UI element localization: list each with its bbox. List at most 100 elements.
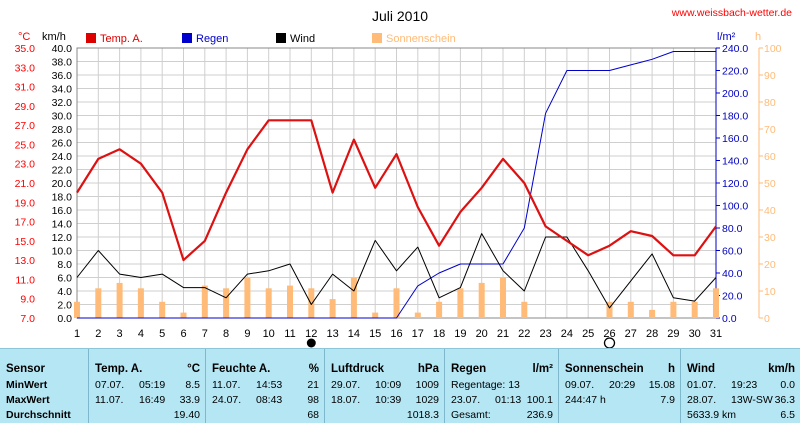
- sunshine-bar: [74, 301, 80, 318]
- stats-time: 13W-SW: [731, 394, 773, 406]
- rain-axis: 0.0 20.0 40.0 60.0 80.0 100.0 120.0 140.0 160.0 1…: [715, 43, 748, 325]
- stats-value: 0.0: [780, 379, 795, 391]
- wind-tick-label: 34.0: [52, 84, 73, 96]
- stats-value: 19.40: [173, 409, 200, 421]
- sunshine-bar: [116, 282, 123, 318]
- temp-tick-label: 21.0: [15, 178, 36, 190]
- sunshine-bar: [372, 312, 379, 318]
- sunshine-bar: [201, 285, 208, 318]
- stats-column-title: Regen: [451, 363, 487, 375]
- temperature-line: [76, 119, 717, 262]
- stats-time: 19:23: [731, 379, 758, 391]
- site-link[interactable]: www.weissbach-wetter.de: [671, 7, 792, 19]
- x-tick-label: 22: [518, 328, 530, 340]
- sunshine-bar: [223, 288, 230, 318]
- temp-tick-label: 33.0: [15, 62, 36, 74]
- sunshine-bar: [265, 288, 272, 318]
- temp-tick-label: 25.0: [15, 139, 36, 151]
- stats-time: 14:53: [256, 379, 283, 391]
- x-tick-label: 11: [284, 328, 295, 340]
- stats-column: Wind km/h 01.07. 19:23 0.0 28.07. 13W-SW 36.3 56…: [680, 349, 800, 423]
- sun-tick-label: 10: [764, 286, 776, 298]
- stats-date: 23.07.: [451, 394, 481, 406]
- wind-unit-label: km/h: [42, 31, 66, 43]
- legend-label-temp: Temp. A.: [100, 33, 143, 45]
- sunshine-bar: [478, 282, 485, 318]
- wind-tick-label: 38.0: [52, 57, 73, 69]
- stats-value: 1018.3: [406, 409, 439, 421]
- stats-time: 10:39: [375, 394, 402, 406]
- rain-tick-label: 60.0: [722, 246, 743, 258]
- legend-label-rain: Regen: [196, 33, 228, 45]
- rain-cumulative-line: [77, 51, 716, 319]
- sun-tick-label: 100: [764, 43, 782, 55]
- stats-date: 24.07.: [212, 394, 242, 406]
- sunshine-bar: [137, 288, 144, 318]
- x-tick-label: 14: [348, 328, 360, 340]
- stats-column-title: Wind: [687, 363, 715, 375]
- wind-tick-label: 36.0: [52, 70, 73, 82]
- rain-tick-label: 160.0: [722, 133, 748, 145]
- wind-tick-label: 6.0: [57, 273, 72, 285]
- sunshine-bar: [350, 277, 357, 318]
- rain-tick-label: 240.0: [722, 43, 748, 55]
- wind-tick-label: 40.0: [52, 43, 73, 55]
- wind-tick-label: 30.0: [52, 111, 73, 123]
- temp-tick-label: 29.0: [15, 101, 36, 113]
- wind-tick-label: 8.0: [57, 259, 72, 271]
- x-tick-label: 29: [667, 328, 679, 340]
- x-tick-label: 4: [138, 328, 144, 340]
- x-tick-label: 10: [263, 328, 275, 340]
- x-tick-label: 31: [710, 328, 722, 340]
- rain-tick-label: 140.0: [722, 156, 748, 168]
- sunshine-bar: [606, 301, 613, 318]
- legend-label-sun: Sonnenschein: [386, 33, 456, 45]
- sunshine-bar: [308, 288, 315, 318]
- stats-time: 16:49: [139, 394, 166, 406]
- sunshine-bar: [521, 301, 528, 318]
- full-moon-icon: [603, 337, 616, 348]
- legend-swatch-wind: [276, 33, 286, 43]
- sunshine-bars: [74, 277, 719, 318]
- stats-column: Sensor MinWert MaxWert Durchschnitt: [0, 349, 88, 423]
- sunshine-bar: [159, 301, 166, 318]
- stats-column: Regen l/m² Regentage: 13 23.07. 01:13 100.1 Ge…: [444, 349, 559, 423]
- temp-tick-label: 35.0: [15, 43, 36, 55]
- stats-date: 11.07.: [212, 379, 241, 391]
- stats-date: 07.07.: [95, 379, 125, 391]
- temp-tick-label: 9.0: [20, 294, 35, 306]
- sunshine-bar: [691, 301, 698, 318]
- x-tick-label: 6: [180, 328, 186, 340]
- x-tick-label: 8: [223, 328, 229, 340]
- stats-value: 98: [307, 394, 319, 406]
- sunshine-bar: [436, 301, 443, 318]
- stats-column: Feuchte A.% 11.07. 14:53 21 24.07. 08:43 98 68: [205, 349, 325, 423]
- x-tick-label: 2: [95, 328, 101, 340]
- rain-tick-label: 80.0: [722, 223, 743, 235]
- stats-date: 244:47 h: [565, 394, 606, 406]
- x-tick-label: 9: [244, 328, 250, 340]
- rain-tick-label: 100.0: [722, 201, 748, 213]
- grid: [76, 47, 717, 319]
- rain-tick-label: 0.0: [722, 313, 737, 325]
- sun-tick-label: 80: [764, 97, 776, 109]
- wind-tick-label: 4.0: [57, 286, 72, 298]
- weather-chart: Juli 2010 www.weissbach-wetter.de °C km/…: [15, 7, 792, 348]
- sunshine-bar: [500, 277, 506, 318]
- stats-value: 1029: [415, 394, 439, 406]
- stats-value: 236.9: [526, 409, 553, 421]
- x-tick-label: 23: [539, 328, 551, 340]
- temp-tick-label: 31.0: [15, 82, 36, 94]
- x-tick-label: 19: [454, 328, 466, 340]
- new-moon-icon: [306, 338, 316, 348]
- stats-date: Regentage: 13: [451, 379, 520, 391]
- wind-tick-label: 22.0: [52, 165, 73, 177]
- sun-tick-label: 60: [764, 151, 776, 163]
- x-tick-label: 16: [390, 328, 402, 340]
- wind-line: [76, 233, 717, 309]
- rain-tick-label: 40.0: [722, 268, 743, 280]
- wind-tick-label: 16.0: [52, 205, 73, 217]
- wind-axis: 0.02.04.06.08.010.012.014.016.018.020.02…: [52, 43, 73, 325]
- temp-tick-label: 11.0: [15, 274, 35, 286]
- sun-tick-label: 0: [764, 313, 770, 325]
